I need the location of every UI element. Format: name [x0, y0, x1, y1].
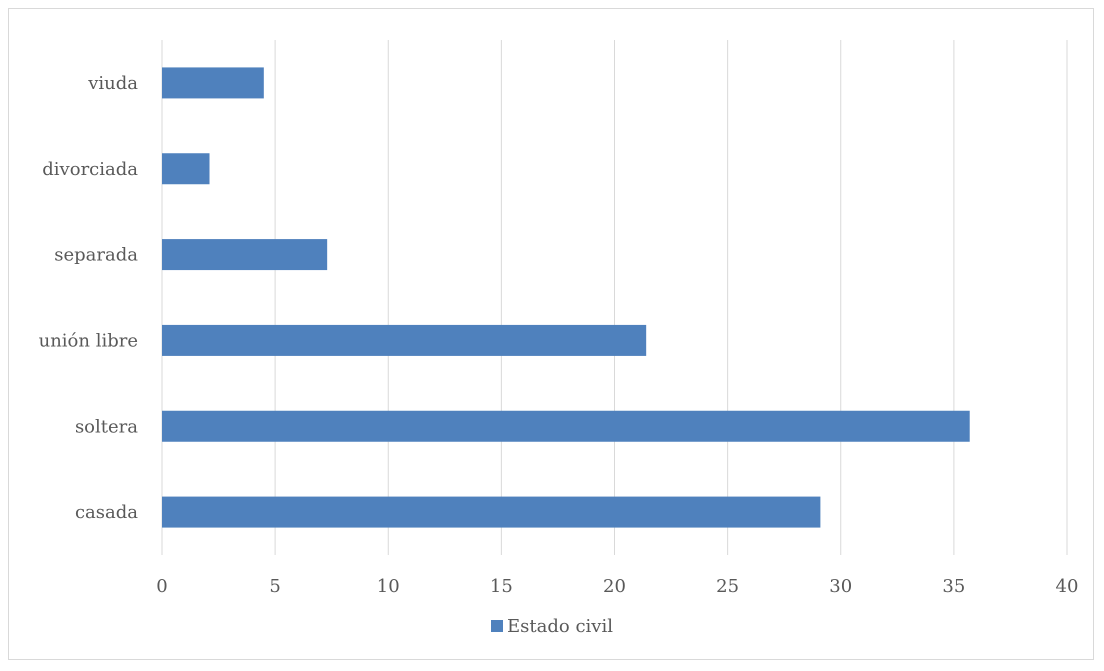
x-tick-label-30: 30 — [829, 576, 852, 597]
x-tick-label-40: 40 — [1056, 576, 1079, 597]
bar-unión-libre — [162, 324, 647, 356]
category-label-casada: casada — [75, 502, 138, 523]
category-label-soltera: soltera — [75, 416, 138, 437]
bar-viuda — [162, 67, 264, 99]
category-label-unión-libre: unión libre — [39, 330, 138, 351]
legend-label: Estado civil — [507, 616, 613, 637]
legend-swatch — [491, 620, 504, 632]
gridlines — [161, 40, 1068, 555]
category-label-viuda: viuda — [87, 73, 138, 94]
x-tick-label-20: 20 — [603, 576, 626, 597]
category-label-separada: separada — [54, 245, 138, 266]
legend: Estado civil — [0, 616, 1104, 637]
x-tick-label-15: 15 — [490, 576, 513, 597]
x-tick-label-25: 25 — [716, 576, 739, 597]
x-tick-label-10: 10 — [377, 576, 400, 597]
x-tick-labels: 0 5 10 15 20 25 30 35 40 — [156, 576, 1078, 597]
bar-separada — [162, 239, 328, 271]
category-labels: casada soltera unión libre separada divorcia… — [39, 73, 139, 523]
x-tick-label-0: 0 — [156, 576, 167, 597]
bars — [162, 67, 970, 528]
x-tick-label-35: 35 — [942, 576, 965, 597]
bar-casada — [162, 496, 821, 528]
x-tick-label-5: 5 — [269, 576, 280, 597]
category-label-divorciada: divorciada — [42, 159, 138, 180]
bar-soltera — [162, 410, 970, 442]
bar-divorciada — [162, 153, 210, 185]
